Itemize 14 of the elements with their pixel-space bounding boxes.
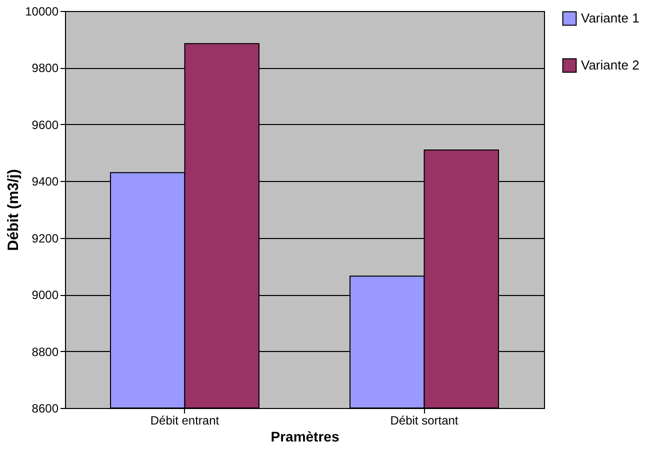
y-tick-label: 8600	[32, 402, 59, 416]
y-tick-label: 8800	[32, 344, 59, 359]
y-tick-label: 9400	[32, 174, 59, 189]
y-axis-title: Débit (m3/j)	[5, 169, 22, 251]
y-tick-label: 10000	[25, 4, 59, 18]
y-tick-label: 9800	[32, 61, 59, 76]
x-axis-title: Pramètres	[270, 428, 340, 444]
legend-label: Variante 2	[581, 58, 640, 72]
legend-label: Variante 1	[581, 10, 640, 26]
y-tick-label: 9600	[32, 118, 59, 132]
y-tick-label: 9000	[32, 288, 59, 302]
x-tick-label: Débit sortant	[390, 414, 459, 428]
x-tick-label: Débit entrant	[150, 414, 220, 428]
y-tick-label: 9200	[32, 231, 59, 246]
